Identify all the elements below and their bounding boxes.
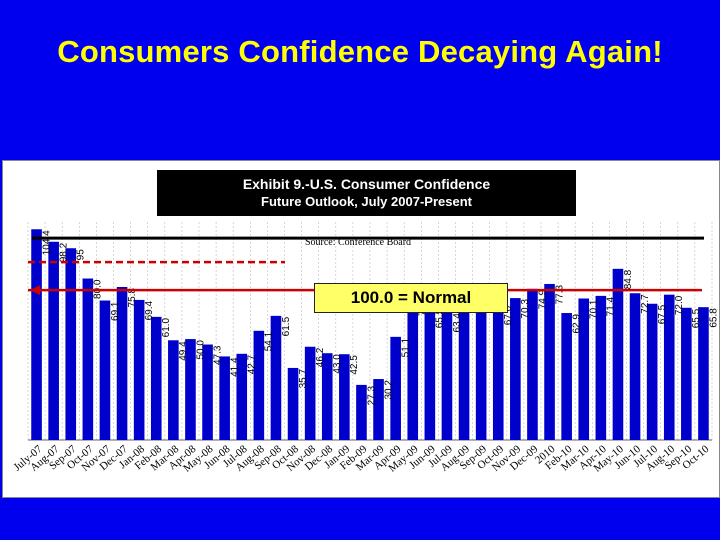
bar xyxy=(253,330,265,440)
bar xyxy=(663,294,675,440)
bar xyxy=(99,300,111,440)
bar xyxy=(527,288,538,440)
bar xyxy=(612,268,624,440)
bar xyxy=(202,344,213,440)
value-label: 35.7 xyxy=(298,369,309,389)
bar xyxy=(287,367,299,440)
value-label: 63.4 xyxy=(452,313,463,333)
bar xyxy=(168,340,179,440)
value-label: 98.2 xyxy=(58,242,69,262)
value-label: 67.0 xyxy=(503,305,514,325)
value-label: 46.2 xyxy=(315,347,326,367)
bar xyxy=(475,291,487,440)
value-label: 47.3 xyxy=(212,345,223,365)
value-label: 84.8 xyxy=(623,269,634,289)
bar xyxy=(65,248,77,440)
value-label: 72.7 xyxy=(640,294,651,314)
chart-source: Source: Conference Board xyxy=(305,237,411,248)
bars xyxy=(31,229,709,440)
bar xyxy=(82,278,94,440)
bar xyxy=(681,307,692,440)
value-label: 30.2 xyxy=(383,380,394,400)
chart-subtitle: Future Outlook, July 2007-Present xyxy=(261,194,472,209)
bar xyxy=(407,295,419,440)
value-label: 61.0 xyxy=(161,317,172,337)
value-label: 67.5 xyxy=(657,304,668,324)
bar xyxy=(698,307,709,440)
value-label: 65.8 xyxy=(708,308,719,328)
value-label: 51.1 xyxy=(400,337,411,357)
value-label: 70.3 xyxy=(520,299,531,319)
bar xyxy=(390,336,401,440)
value-label: 54.1 xyxy=(264,331,275,351)
bar xyxy=(544,283,555,440)
bar xyxy=(510,298,521,440)
bar xyxy=(356,384,367,440)
value-label: 62.9 xyxy=(571,314,582,334)
bar xyxy=(373,379,384,440)
value-label: 74.9 xyxy=(537,289,548,309)
value-label: 41.4 xyxy=(229,357,240,377)
value-label: 49.4 xyxy=(178,341,189,361)
bar xyxy=(424,307,436,440)
bar xyxy=(48,241,59,440)
bar xyxy=(578,298,590,440)
bar xyxy=(150,316,162,440)
bar xyxy=(270,315,282,440)
slide-title: Consumers Confidence Decaying Again! xyxy=(57,34,663,69)
value-label: 70.1 xyxy=(589,299,600,319)
bar xyxy=(236,353,248,440)
chart-title: Exhibit 9.-U.S. Consumer Confidence xyxy=(242,176,491,192)
bar xyxy=(31,229,42,440)
bar xyxy=(561,313,572,440)
value-label: 65.5 xyxy=(435,308,446,328)
value-label: 77.3 xyxy=(554,285,565,305)
bar xyxy=(339,354,350,440)
value-label: 42.5 xyxy=(349,355,360,375)
normal-annotation: 100.0 = Normal xyxy=(314,283,508,313)
value-label: 95 xyxy=(76,249,87,261)
bar xyxy=(492,304,504,440)
trend-arrow xyxy=(30,285,40,296)
value-label: 75.8 xyxy=(127,288,138,308)
chart-title-box: Exhibit 9.-U.S. Consumer Confidence Futu… xyxy=(157,170,576,216)
bar xyxy=(133,299,145,440)
bar xyxy=(441,312,453,440)
value-label: 72.0 xyxy=(674,295,685,315)
bar xyxy=(595,295,607,440)
value-label: 65.5 xyxy=(691,308,702,328)
bar xyxy=(116,286,128,440)
bar xyxy=(321,353,333,440)
bar xyxy=(646,303,658,440)
value-label: 71.4 xyxy=(606,296,617,316)
value-label: 69.4 xyxy=(144,300,155,320)
value-label: 104.4 xyxy=(41,230,52,255)
grid-lines xyxy=(27,222,713,441)
bar xyxy=(185,339,196,440)
value-label: 69.1 xyxy=(110,301,121,321)
value-label: 61.5 xyxy=(281,316,292,336)
bar xyxy=(219,356,230,440)
value-label: 42.7 xyxy=(247,354,258,374)
bar xyxy=(629,293,641,440)
bar xyxy=(458,291,470,440)
x-tick-labels: July-07Aug-07Sep-07Oct-07Nov-07Dec-07Jan… xyxy=(11,443,711,475)
value-label: 50.0 xyxy=(195,340,206,360)
value-label: 27.3 xyxy=(366,385,377,405)
value-label: 43.0 xyxy=(332,354,343,374)
bar xyxy=(304,346,316,440)
